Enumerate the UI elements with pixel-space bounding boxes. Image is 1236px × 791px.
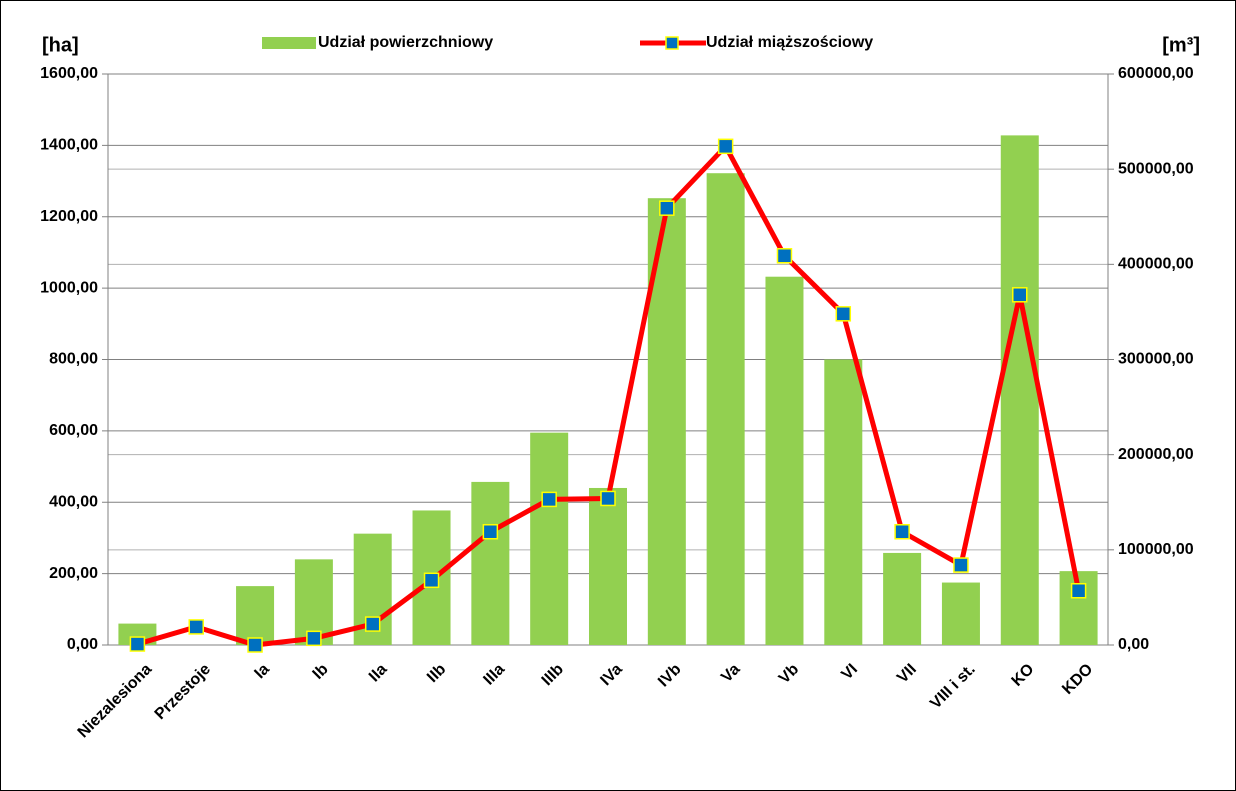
y-axis-label: [ha] bbox=[42, 34, 79, 56]
marker bbox=[717, 138, 734, 155]
marker bbox=[600, 490, 616, 507]
bar bbox=[471, 481, 510, 645]
marker bbox=[188, 619, 204, 635]
y-tick-label: 1400,00 bbox=[40, 137, 98, 154]
bar bbox=[589, 487, 627, 645]
marker bbox=[894, 524, 910, 540]
y2-tick-label: 500000,00 bbox=[1118, 160, 1194, 177]
marker bbox=[1012, 287, 1028, 303]
marker bbox=[306, 630, 322, 647]
marker bbox=[541, 491, 557, 508]
legend-label: Udział powierzchniowy bbox=[318, 34, 493, 51]
y-tick-label: 800,00 bbox=[49, 351, 98, 368]
bar bbox=[236, 586, 275, 645]
legend-marker bbox=[665, 36, 679, 50]
marker bbox=[776, 248, 793, 264]
marker bbox=[659, 200, 675, 216]
marker bbox=[482, 524, 499, 540]
bar bbox=[941, 582, 980, 645]
bar bbox=[1000, 135, 1039, 645]
bar bbox=[883, 552, 922, 645]
y2-tick-label: 600000,00 bbox=[1118, 65, 1194, 82]
marker bbox=[247, 637, 263, 653]
y-tick-label: 1600,00 bbox=[40, 65, 98, 82]
legend-swatch bbox=[262, 37, 316, 49]
marker bbox=[129, 636, 146, 652]
y-tick-label: 400,00 bbox=[49, 493, 98, 510]
y2-axis-label: [m³] bbox=[1162, 34, 1200, 56]
legend-label: Udział miąższościowy bbox=[706, 34, 873, 51]
bar bbox=[824, 359, 863, 645]
y-tick-label: 1200,00 bbox=[40, 208, 98, 225]
marker bbox=[1070, 583, 1087, 599]
y2-tick-label: 0,00 bbox=[1118, 636, 1149, 653]
y-tick-label: 200,00 bbox=[49, 565, 98, 582]
marker bbox=[364, 616, 381, 632]
y2-tick-label: 200000,00 bbox=[1118, 446, 1194, 463]
y2-tick-label: 100000,00 bbox=[1118, 541, 1194, 558]
bar bbox=[765, 276, 804, 645]
bar bbox=[706, 173, 745, 645]
y2-tick-label: 300000,00 bbox=[1118, 351, 1194, 368]
y2-tick-label: 400000,00 bbox=[1118, 256, 1194, 273]
marker bbox=[953, 557, 969, 573]
marker bbox=[835, 306, 852, 322]
bar bbox=[530, 432, 569, 645]
y-tick-label: 0,00 bbox=[67, 636, 98, 653]
y-tick-label: 1000,00 bbox=[40, 279, 98, 296]
marker bbox=[423, 572, 440, 589]
y-tick-label: 600,00 bbox=[49, 422, 98, 439]
